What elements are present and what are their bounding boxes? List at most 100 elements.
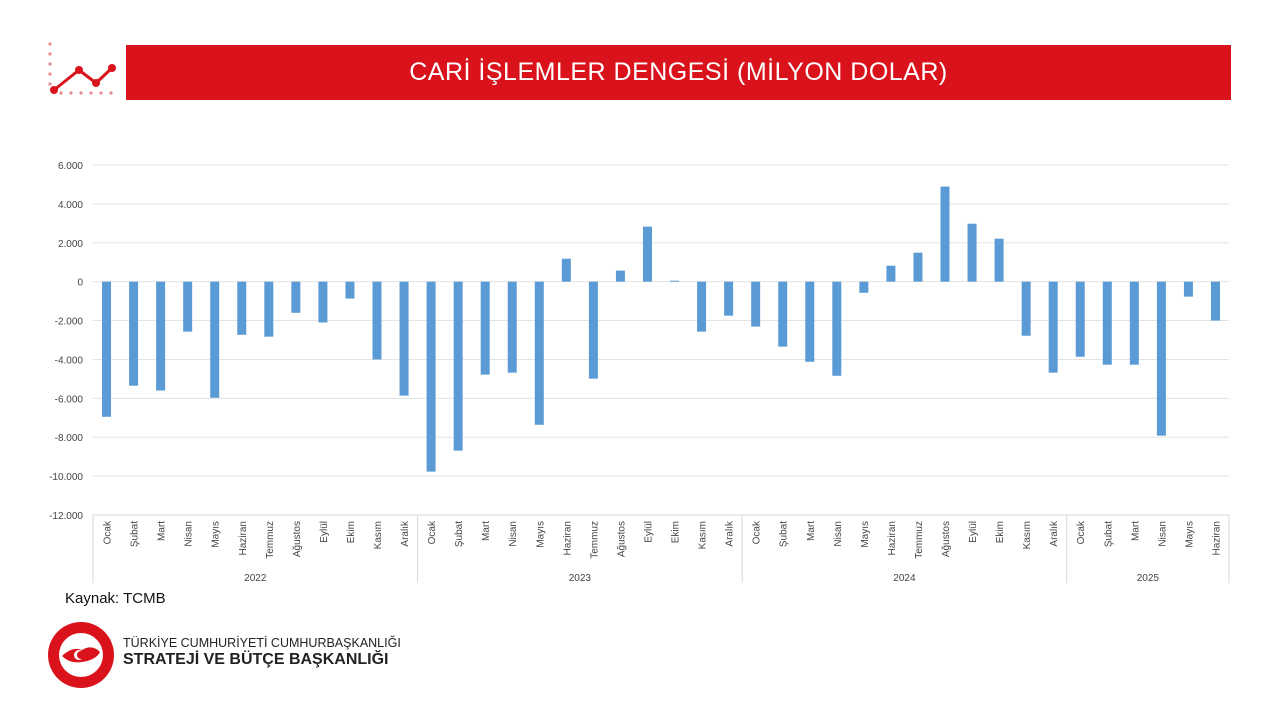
month-label: Haziran	[1211, 521, 1222, 555]
y-tick-label: -6.000	[55, 394, 84, 405]
month-label: Ekim	[671, 521, 682, 543]
bar-2022-Ekim	[345, 281, 355, 299]
bar-2024-Ocak	[751, 281, 761, 327]
month-label: Mayıs	[1184, 521, 1195, 548]
bar-2023-Aralık	[724, 281, 734, 316]
month-label: Aralık	[1049, 520, 1060, 547]
bar-2023-Ocak	[426, 281, 436, 472]
month-label: Temmuz	[265, 521, 276, 559]
bar-2025-Nisan	[1156, 281, 1166, 436]
y-tick-label: -2.000	[55, 317, 84, 328]
month-label: Nisan	[184, 521, 195, 547]
month-label: Ocak	[1076, 520, 1087, 544]
bar-2025-Ocak	[1075, 281, 1085, 357]
org-name-line1: TÜRKİYE CUMHURİYETİ CUMHURBAŞKANLIĞI	[123, 636, 401, 650]
bar-2025-Şubat	[1102, 281, 1112, 365]
month-label: Mart	[1130, 521, 1141, 541]
bar-2023-Haziran	[561, 258, 571, 282]
month-label: Eylül	[968, 521, 979, 543]
month-label: Kasım	[1022, 521, 1033, 549]
bar-2024-Ekim	[994, 238, 1004, 282]
year-label: 2025	[1137, 573, 1160, 584]
bar-2024-Nisan	[832, 281, 842, 376]
line-chart-icon	[48, 42, 116, 95]
bar-2024-Eylül	[967, 223, 977, 282]
bar-2024-Şubat	[778, 281, 788, 347]
month-label: Mart	[806, 521, 817, 541]
month-label: Temmuz	[914, 521, 925, 559]
bar-2023-Ekim	[670, 280, 680, 282]
month-label: Mayıs	[211, 521, 222, 548]
bar-2024-Ağustos	[940, 186, 950, 282]
month-label: Mart	[157, 521, 168, 541]
y-tick-label: -10.000	[49, 472, 83, 483]
bar-2022-Nisan	[183, 281, 193, 332]
month-label: Temmuz	[589, 521, 600, 559]
y-tick-label: -8.000	[55, 433, 84, 444]
bar-2022-Aralık	[399, 281, 409, 396]
org-name-line2: STRATEJİ VE BÜTÇE BAŞKANLIĞI	[123, 651, 389, 668]
month-label: Haziran	[887, 521, 898, 555]
month-label: Nisan	[508, 521, 519, 547]
y-tick-label: 0	[77, 278, 83, 289]
month-label: Şubat	[1103, 521, 1114, 547]
institution-seal-logo	[48, 622, 114, 688]
bar-2024-Mayıs	[859, 281, 869, 293]
bar-2023-Şubat	[453, 281, 463, 451]
bar-2023-Eylül	[642, 226, 652, 282]
bar-2022-Ağustos	[291, 281, 301, 313]
month-label: Kasım	[698, 521, 709, 549]
bar-2024-Kasım	[1021, 281, 1031, 336]
bar-2023-Temmuz	[588, 281, 598, 379]
month-label: Aralık	[725, 520, 736, 547]
y-tick-label: -12.000	[49, 511, 83, 522]
bar-2023-Nisan	[507, 281, 517, 373]
y-tick-label: 4.000	[58, 200, 83, 211]
year-label: 2022	[244, 573, 267, 584]
bar-2023-Kasım	[697, 281, 707, 332]
bar-2023-Mart	[480, 281, 490, 375]
bar-2022-Eylül	[318, 281, 328, 323]
bar-2023-Mayıs	[534, 281, 544, 425]
bar-2022-Mayıs	[210, 281, 220, 398]
bar-2024-Temmuz	[913, 252, 923, 282]
year-label: 2023	[569, 573, 592, 584]
page-title: CARİ İŞLEMLER DENGESİ (MİLYON DOLAR)	[409, 58, 948, 86]
month-label: Ağustos	[292, 521, 303, 557]
bar-2025-Haziran	[1210, 281, 1220, 321]
month-label: Ekim	[995, 521, 1006, 543]
month-label: Ekim	[346, 521, 357, 543]
y-tick-label: -4.000	[55, 355, 84, 366]
month-label: Haziran	[238, 521, 249, 555]
bar-2022-Haziran	[237, 281, 247, 335]
y-tick-label: 6.000	[58, 161, 83, 172]
month-label: Mayıs	[535, 521, 546, 548]
month-label: Mart	[481, 521, 492, 541]
month-label: Aralık	[400, 520, 411, 547]
bar-2025-Mayıs	[1183, 281, 1193, 297]
month-label: Ocak	[752, 520, 763, 544]
month-label: Haziran	[562, 521, 573, 555]
month-label: Eylül	[643, 521, 654, 543]
bar-2024-Mart	[805, 281, 815, 362]
month-label: Ağustos	[616, 521, 627, 557]
month-label: Ağustos	[941, 521, 952, 557]
month-label: Ocak	[427, 520, 438, 544]
bar-2022-Kasım	[372, 281, 382, 360]
bar-2022-Mart	[156, 281, 166, 391]
month-label: Kasım	[373, 521, 384, 549]
month-label: Şubat	[454, 521, 465, 547]
bar-2024-Haziran	[886, 265, 896, 282]
current-account-chart: 6.000 4.000 2.000 0 -2.000 -4.000 -6.000 -8.000…	[49, 161, 1230, 584]
month-label: Şubat	[779, 521, 790, 547]
bar-2025-Mart	[1129, 281, 1139, 365]
bar-2022-Temmuz	[264, 281, 274, 337]
bar-2024-Aralık	[1048, 281, 1058, 373]
month-label: Ocak	[103, 520, 114, 544]
month-label: Eylül	[319, 521, 330, 543]
month-label: Nisan	[833, 521, 844, 547]
bar-2022-Ocak	[102, 281, 112, 417]
bar-2023-Ağustos	[615, 270, 625, 282]
source-note: Kaynak: TCMB	[65, 590, 166, 607]
